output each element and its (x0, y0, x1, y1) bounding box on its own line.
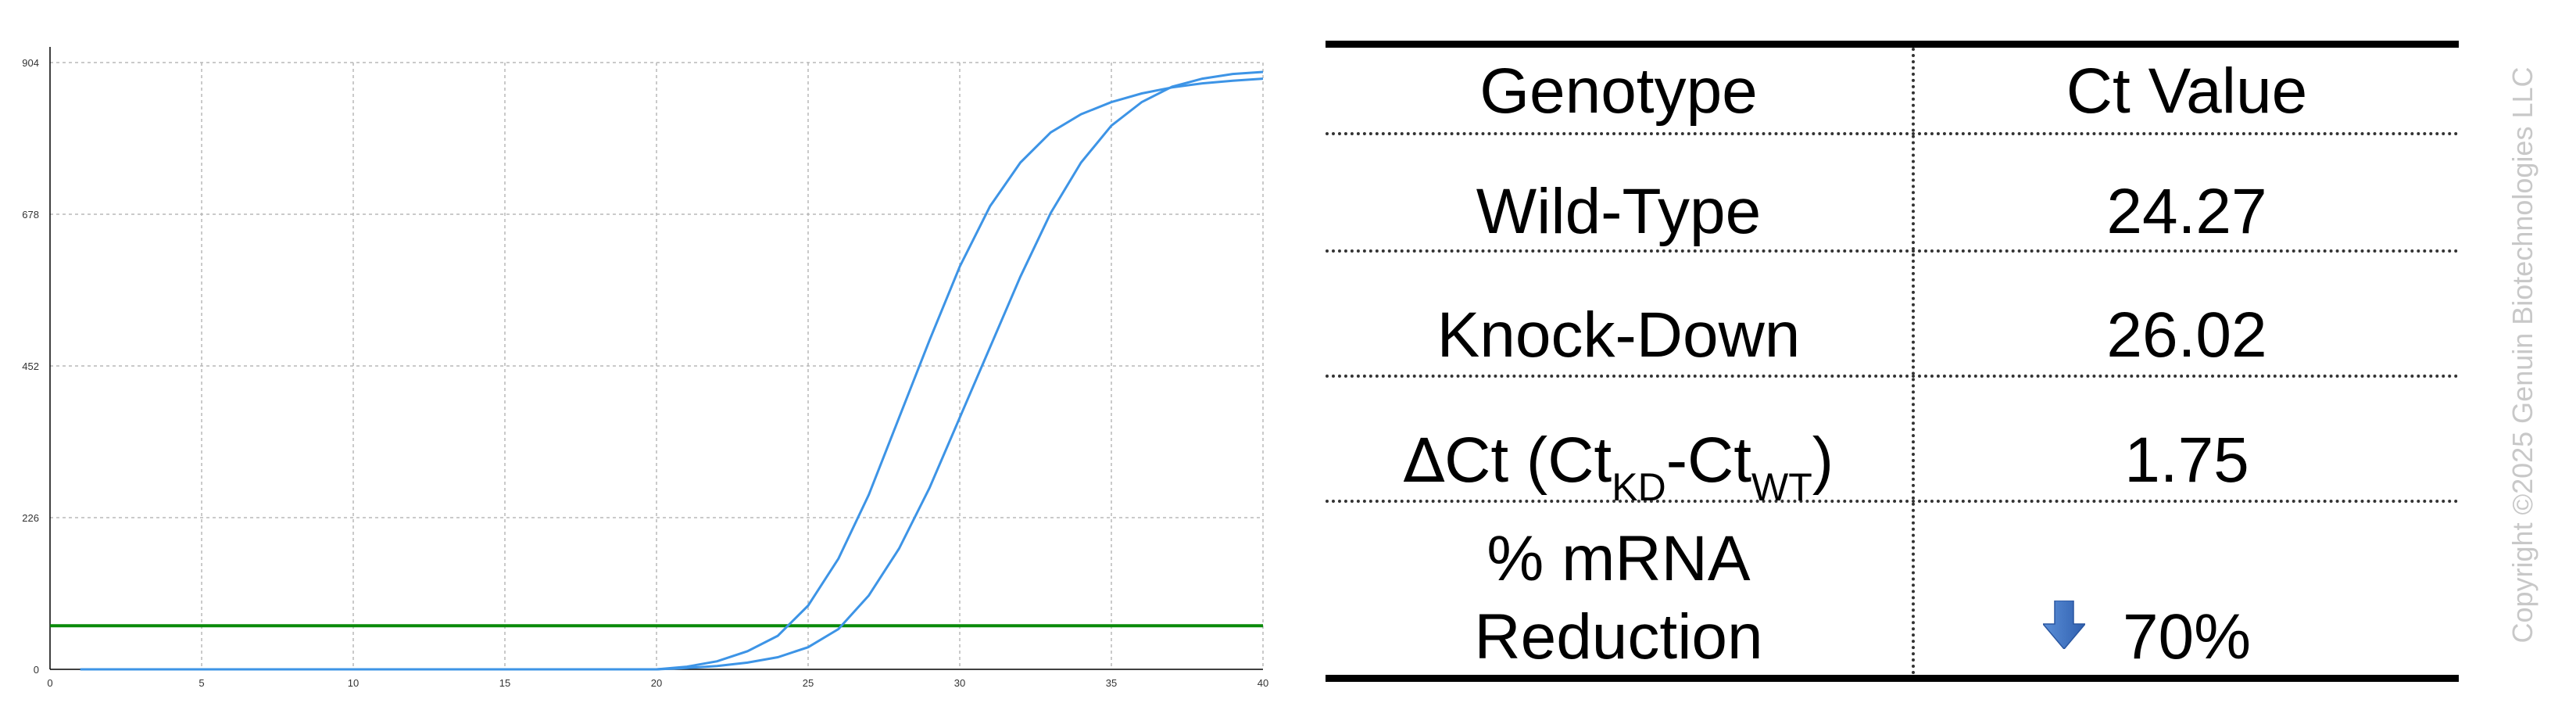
row-knockdown-label: Knock-Down (1436, 299, 1801, 371)
header-ct-value: Ct Value (2066, 56, 2308, 127)
row-wildtype-value: 24.27 (2106, 176, 2267, 247)
header-genotype: Genotype (1479, 56, 1758, 127)
x-tick-label: 0 (47, 677, 52, 689)
chart-grid (50, 62, 1264, 669)
column-divider (1912, 48, 1915, 675)
row-divider (1326, 375, 2459, 378)
row-reduction-value: 70% (2122, 601, 2252, 672)
row-wildtype-label: Wild-Type (1476, 176, 1762, 247)
y-tick-label: 678 (22, 209, 39, 221)
x-tick-label: 15 (499, 677, 510, 689)
subscript-wt: WT (1751, 465, 1812, 509)
x-tick-label: 30 (954, 677, 965, 689)
x-tick-label: 10 (348, 677, 359, 689)
delta-ct-text: Ct (Ct (1444, 425, 1612, 496)
copyright-watermark: Copyright ©2025 Genuin Biotechnologies L… (2506, 66, 2538, 644)
y-tick-label: 0 (34, 664, 39, 676)
ct-results-table: Genotype Ct Value Wild-Type 24.27 Knock-… (1326, 41, 2459, 682)
y-tick-label: 226 (22, 512, 39, 524)
amplification-curve (80, 70, 1264, 671)
row-knockdown-value: 26.02 (2106, 299, 2267, 371)
delta-symbol: ∆ (1403, 426, 1445, 497)
y-tick-label: 452 (22, 360, 39, 372)
table-bottom-rule (1326, 675, 2459, 682)
down-arrow-icon (2043, 601, 2085, 649)
row-reduction-label-line1: % mRNA (1487, 523, 1751, 594)
x-tick-label: 20 (651, 677, 662, 689)
table-top-rule (1326, 41, 2459, 48)
amplification-chart: 0 5 10 15 20 25 30 35 40 0 226 452 678 904 (22, 47, 1268, 689)
x-tick-label: 35 (1106, 677, 1117, 689)
row-delta-ct-value: 1.75 (2124, 425, 2249, 496)
amplification-curve (80, 77, 1264, 671)
dash-ct-text: -Ct (1665, 425, 1751, 496)
row-divider (1326, 132, 2459, 135)
row-delta-ct-label: ∆Ct (CtKD-CtWT) (1326, 429, 1912, 507)
row-reduction-label-line2: Reduction (1474, 601, 1763, 672)
x-tick-label: 40 (1258, 677, 1268, 689)
x-tick-label: 25 (803, 677, 814, 689)
tick-labels: 0 5 10 15 20 25 30 35 40 0 226 452 678 904 (22, 57, 1268, 689)
x-tick-label: 5 (199, 677, 204, 689)
row-divider (1326, 500, 2459, 503)
row-divider (1326, 249, 2459, 253)
subscript-kd: KD (1612, 465, 1666, 509)
close-paren: ) (1812, 425, 1834, 496)
y-tick-label: 904 (22, 57, 39, 69)
amplification-curves (80, 70, 1264, 671)
